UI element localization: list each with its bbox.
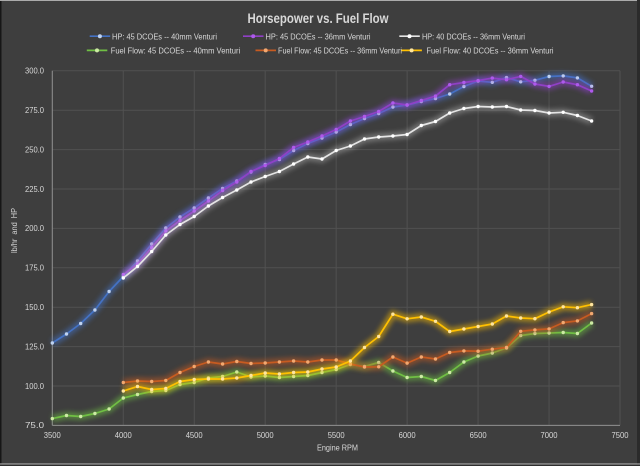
svg-text:Horsepower vs. Fuel Flow: Horsepower vs. Fuel Flow: [248, 11, 389, 26]
svg-text:6500: 6500: [470, 431, 487, 440]
svg-text:HP: 40 DCOEs -- 36mm Venturi: HP: 40 DCOEs -- 36mm Venturi: [422, 31, 525, 41]
svg-text:HP: 45 DCOEs -- 40mm Venturi: HP: 45 DCOEs -- 40mm Venturi: [112, 31, 217, 41]
svg-text:5500: 5500: [328, 431, 345, 440]
svg-text:7500: 7500: [612, 431, 629, 440]
svg-text:3500: 3500: [44, 431, 61, 440]
svg-text:6000: 6000: [399, 431, 416, 440]
svg-text:4000: 4000: [115, 431, 132, 440]
svg-text:7000: 7000: [541, 431, 558, 440]
svg-text:Fuel Flow: 45 DCOEs -- 36mm Ve: Fuel Flow: 45 DCOEs -- 36mm Venturi: [278, 46, 402, 56]
svg-text:Fuel Flow: 40 DCOEs -- 36mm Ve: Fuel Flow: 40 DCOEs -- 36mm Venturi: [427, 46, 554, 56]
svg-text:225.0: 225.0: [25, 185, 44, 194]
svg-text:175.0: 175.0: [25, 264, 44, 273]
svg-text:200.0: 200.0: [25, 224, 44, 233]
svg-text:5000: 5000: [257, 431, 274, 440]
svg-text:275.0: 275.0: [25, 106, 44, 115]
svg-text:100.0: 100.0: [25, 382, 44, 391]
svg-text:Engine RPM: Engine RPM: [317, 444, 358, 453]
svg-text:75.0: 75.0: [25, 421, 45, 430]
svg-text:4500: 4500: [186, 431, 203, 440]
svg-text:Fuel Flow: 45 DCOEs -- 40mm Ve: Fuel Flow: 45 DCOEs -- 40mm Venturi: [111, 46, 241, 56]
svg-text:125.0: 125.0: [25, 342, 44, 351]
svg-text:lb/hr and HP: lb/hr and HP: [10, 208, 19, 253]
svg-text:250.0: 250.0: [25, 145, 44, 154]
svg-text:300.0: 300.0: [25, 67, 44, 76]
svg-text:HP: 45 DCOEs -- 36mm Venturi: HP: 45 DCOEs -- 36mm Venturi: [266, 31, 371, 41]
svg-text:150.0: 150.0: [25, 303, 44, 312]
